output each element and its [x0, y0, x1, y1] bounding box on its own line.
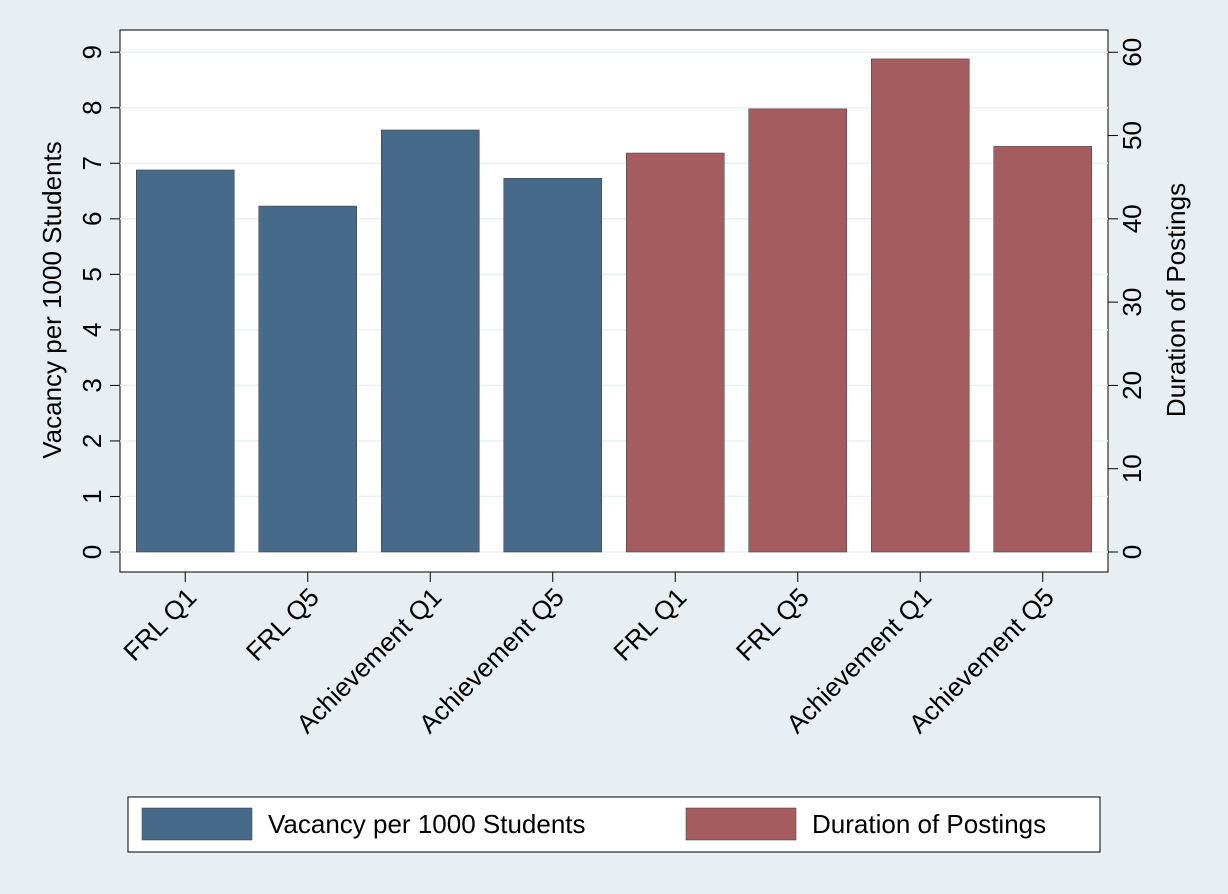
- legend-label: Vacancy per 1000 Students: [268, 809, 586, 839]
- y-tick-label: 0: [77, 545, 107, 559]
- y2-tick-label: 0: [1117, 545, 1147, 559]
- y-tick-label: 7: [77, 156, 107, 170]
- y-tick-label: 6: [77, 212, 107, 226]
- y2-tick-label: 10: [1117, 454, 1147, 483]
- y2-tick-label: 50: [1117, 121, 1147, 150]
- bar: [871, 58, 970, 553]
- bar: [503, 178, 602, 553]
- y-tick-label: 4: [77, 323, 107, 337]
- bar: [136, 169, 235, 553]
- bar: [381, 129, 480, 553]
- bar: [993, 146, 1092, 553]
- y-tick-label: 8: [77, 101, 107, 115]
- y2-axis-title: Duration of Postings: [1161, 183, 1191, 417]
- legend-swatch: [685, 807, 797, 841]
- y-tick-label: 5: [77, 267, 107, 281]
- y-tick-label: 1: [77, 489, 107, 503]
- bar: [626, 152, 725, 553]
- y2-tick-label: 20: [1117, 371, 1147, 400]
- y-axis-title: Vacancy per 1000 Students: [37, 141, 67, 459]
- legend-box: [127, 796, 1101, 853]
- y2-tick-label: 40: [1117, 204, 1147, 233]
- legend-label: Duration of Postings: [812, 809, 1046, 839]
- y-tick-label: 2: [77, 434, 107, 448]
- bar: [748, 108, 847, 553]
- y2-tick-label: 30: [1117, 288, 1147, 317]
- y-tick-label: 9: [77, 45, 107, 59]
- y-tick-label: 3: [77, 378, 107, 392]
- y2-tick-label: 60: [1117, 38, 1147, 67]
- bar: [258, 205, 357, 553]
- legend-swatch: [141, 807, 253, 841]
